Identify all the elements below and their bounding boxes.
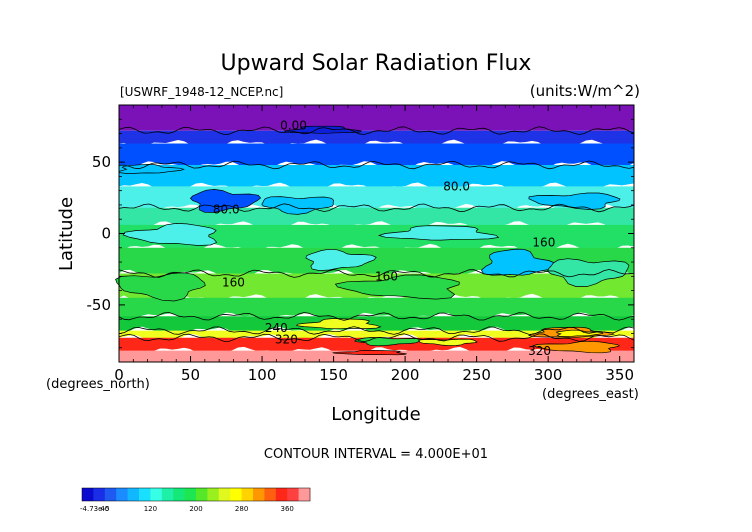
colorbar-tick-label: 280: [235, 505, 248, 513]
x-tick-label: 100: [248, 366, 277, 384]
heatmap-patch: [334, 274, 460, 300]
heatmap-patch: [305, 248, 377, 271]
colorbar-cell: [127, 488, 140, 501]
colorbar: [81, 487, 311, 502]
heatmap-patch: [118, 163, 185, 174]
contour-label: 160: [532, 235, 555, 249]
contour-label: 240: [265, 321, 288, 335]
x-tick-label: 300: [534, 366, 563, 384]
contour-label: 320: [528, 344, 551, 358]
heatmap-patch: [296, 318, 382, 330]
heatmap-patch: [532, 340, 621, 354]
heatmap-patch: [377, 225, 500, 241]
colorbar-cell: [150, 488, 163, 501]
colorbar-tick-label: 200: [189, 505, 202, 513]
contour-label: 80.0: [443, 180, 470, 194]
x-tick-label: 150: [319, 366, 348, 384]
colorbar-cell: [218, 488, 231, 501]
contour-label: 80.0: [213, 203, 240, 217]
colorbar-cell: [82, 488, 94, 501]
colorbar-cell: [104, 488, 117, 501]
x-axis-ticks: 0 50 100 150 200 250 300 350: [114, 105, 634, 384]
x-axis-label: Longitude: [331, 404, 421, 425]
x-tick-label: 350: [605, 366, 634, 384]
y-tick-label: 50: [92, 153, 111, 171]
colorbar-cell: [207, 488, 220, 501]
heatmap-band: [119, 164, 634, 191]
contour-label: 0.00: [280, 118, 307, 132]
contour-label: 160: [375, 270, 398, 284]
heatmap-band: [119, 207, 634, 229]
contour-line: [118, 326, 635, 335]
contour-line: [118, 126, 635, 135]
heatmap-patch: [480, 248, 557, 276]
colorbar-cell: [184, 488, 197, 501]
heatmap-patch: [122, 223, 218, 246]
colorbar-cell: [139, 488, 151, 501]
y-tick-label: -50: [87, 296, 112, 314]
heatmap-band: [119, 297, 634, 321]
colorbar-cell: [173, 488, 186, 501]
colorbar-labels: -4.73e-540 120 200 280 360: [80, 505, 294, 513]
x-tick-label: 50: [181, 366, 200, 384]
heatmap-patch: [332, 349, 408, 356]
heatmap-patch: [555, 329, 604, 337]
heatmap-patch: [283, 125, 362, 134]
contour-line: [118, 203, 635, 213]
colorbar-cell: [161, 488, 174, 501]
heatmap-band: [119, 224, 634, 252]
heatmap-patch: [528, 192, 621, 210]
y-tick-label: 0: [101, 225, 111, 243]
x-tick-label: 200: [391, 366, 420, 384]
contour-line: [118, 160, 635, 170]
contour-line: [118, 269, 635, 278]
colorbar-cell: [93, 488, 106, 501]
units-label: (units:W/m^2): [530, 82, 640, 100]
heatmap-patches: [115, 125, 630, 356]
contour-line: [118, 333, 635, 343]
colorbar-frame: [81, 487, 311, 502]
colorbar-cell: [264, 488, 277, 501]
heatmap-patch: [261, 196, 334, 215]
y-axis-ticks: 50 0 -50: [87, 118, 634, 349]
heatmap-patch: [189, 189, 262, 213]
contour-interval-text: CONTOUR INTERVAL = 4.000E+01: [264, 447, 488, 462]
colorbar-cell: [241, 488, 254, 501]
colorbar-cell: [253, 488, 265, 501]
heatmap-band: [119, 130, 634, 148]
colorbar-cell: [298, 488, 311, 501]
heatmap-band: [119, 337, 634, 355]
contour-line: [118, 312, 635, 321]
colorbar-tick-label: 120: [144, 505, 157, 513]
y-unit-label: (degrees_north): [46, 377, 150, 392]
chart-title: Upward Solar Radiation Flux: [221, 51, 532, 76]
x-tick-label: 250: [462, 366, 491, 384]
y-axis-label: Latitude: [56, 197, 77, 271]
heatmap-patch: [418, 338, 478, 346]
contour-label: 320: [275, 332, 298, 346]
colorbar-cell: [287, 488, 300, 501]
file-label: [USWRF_1948-12_NCEP.nc]: [120, 85, 283, 99]
heatmap-band: [119, 105, 634, 131]
x-tick-label: 0: [114, 366, 124, 384]
colorbar-cell: [196, 488, 208, 501]
colorbar-tick-label: 360: [281, 505, 294, 513]
heatmap-bands: [119, 105, 634, 362]
colorbar-cell: [230, 488, 243, 501]
contour-lines: [118, 126, 635, 343]
colorbar-cell: [275, 488, 288, 501]
colorbar-min-label: -4.73e-5: [80, 505, 109, 513]
colorbar-tick-label: 40: [100, 505, 109, 513]
heatmap-band: [119, 143, 634, 169]
contour-label: 160: [222, 275, 245, 289]
colorbar-cell: [116, 488, 129, 501]
x-unit-label: (degrees_east): [542, 387, 639, 402]
